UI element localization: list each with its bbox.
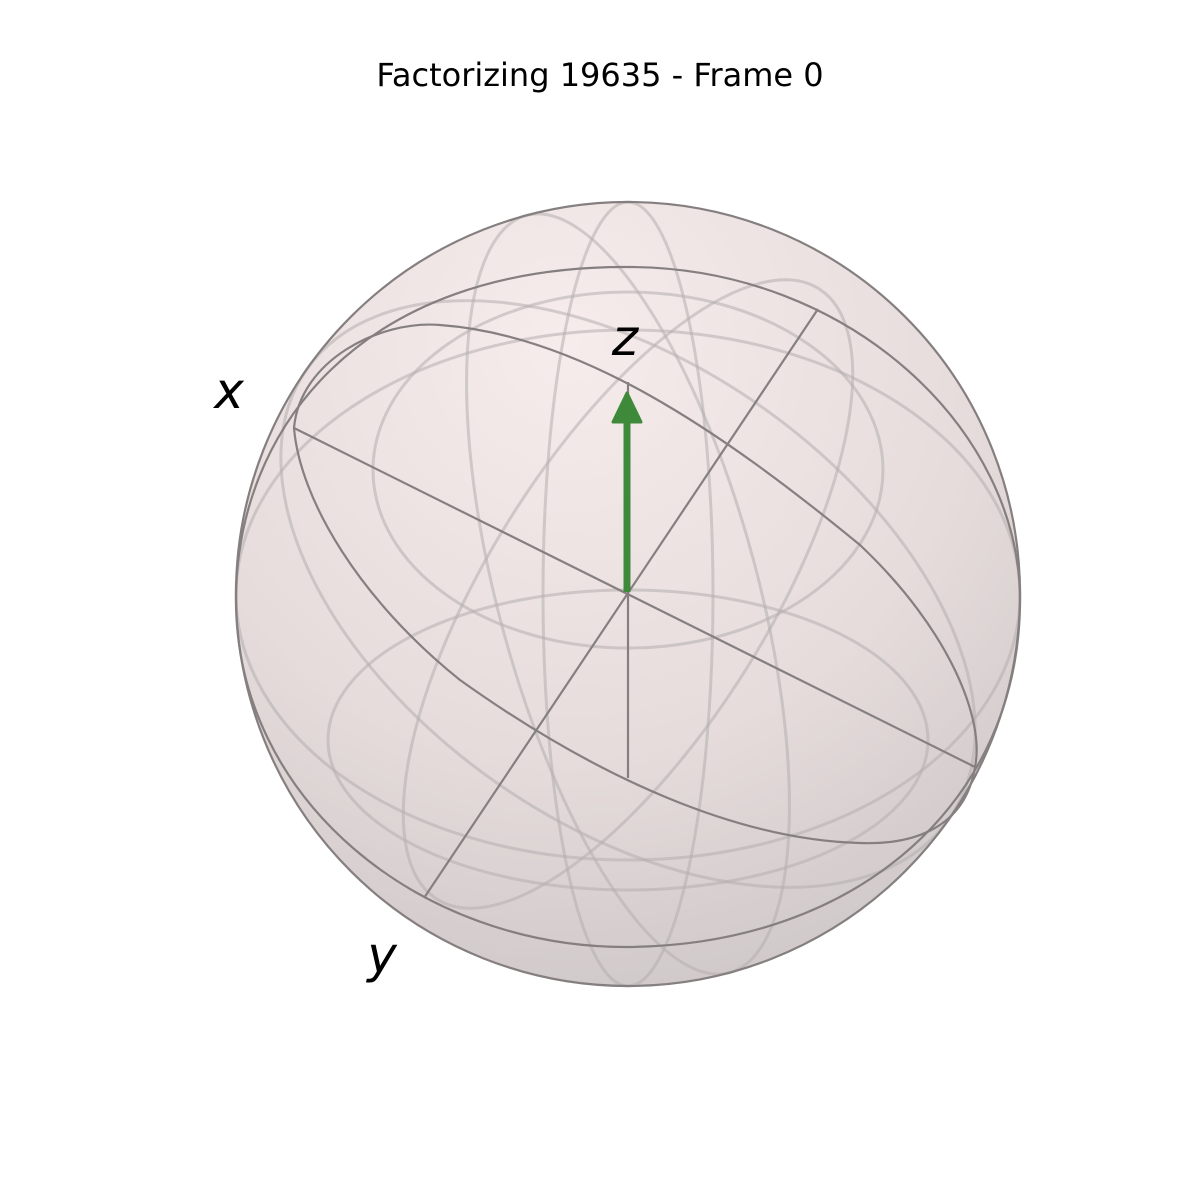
- x-axis-line: [293, 427, 976, 768]
- y-axis-label: y: [365, 926, 398, 984]
- meridian-circle: [234, 265, 1022, 949]
- x-axis-label: x: [212, 362, 244, 420]
- y-axis-line: [423, 308, 819, 899]
- state-vector-arrowhead: [611, 391, 643, 424]
- state-vector: [611, 391, 643, 592]
- z-axis-label: z: [611, 309, 640, 367]
- figure-title: Factorizing 19635 - Frame 0: [376, 56, 823, 94]
